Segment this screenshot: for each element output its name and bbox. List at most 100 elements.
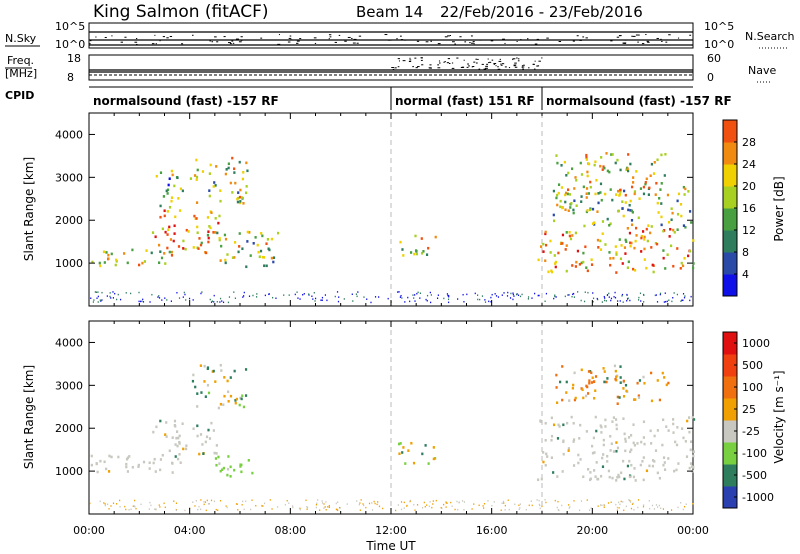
data-point-noise bbox=[374, 502, 376, 505]
data-point bbox=[561, 233, 565, 237]
data-point bbox=[635, 234, 638, 237]
data-point bbox=[660, 215, 663, 219]
y-tick-label: 4000 bbox=[55, 128, 83, 141]
data-point bbox=[615, 271, 618, 274]
data-point bbox=[432, 457, 435, 461]
data-point-noise bbox=[317, 499, 319, 501]
data-point bbox=[570, 415, 573, 419]
data-point bbox=[539, 245, 543, 248]
data-point-noise bbox=[327, 506, 329, 508]
data-point-noise bbox=[448, 295, 450, 298]
data-point-noise bbox=[683, 296, 686, 299]
data-point-noise bbox=[166, 299, 168, 301]
data-point-noise bbox=[424, 505, 426, 508]
data-point bbox=[573, 371, 576, 375]
data-point-noise bbox=[601, 301, 603, 303]
data-point bbox=[177, 197, 180, 200]
data-point bbox=[641, 459, 644, 463]
data-point bbox=[627, 153, 630, 156]
data-point-noise bbox=[397, 291, 399, 293]
data-point-noise bbox=[315, 503, 318, 506]
data-point bbox=[689, 462, 693, 465]
data-point bbox=[630, 241, 633, 245]
data-point bbox=[656, 471, 659, 475]
colorbar-swatch bbox=[723, 442, 737, 465]
data-point bbox=[601, 456, 604, 460]
data-point-noise bbox=[399, 296, 402, 298]
data-point bbox=[401, 451, 404, 454]
data-point bbox=[565, 191, 568, 195]
data-point-noise bbox=[503, 292, 505, 294]
data-point bbox=[222, 466, 225, 470]
data-point-noise bbox=[466, 293, 468, 296]
nave-trace-tick bbox=[514, 66, 518, 68]
data-point bbox=[233, 241, 237, 244]
data-point bbox=[620, 471, 623, 475]
data-point bbox=[410, 441, 413, 445]
data-point bbox=[676, 199, 679, 203]
data-point-noise bbox=[474, 292, 476, 295]
data-point bbox=[647, 193, 650, 196]
data-point-noise bbox=[164, 297, 166, 299]
data-point bbox=[593, 469, 596, 472]
data-point bbox=[159, 250, 162, 254]
data-point bbox=[650, 225, 653, 228]
data-point bbox=[579, 458, 582, 461]
data-point bbox=[434, 235, 437, 239]
data-point-noise bbox=[482, 507, 485, 509]
data-point-noise bbox=[154, 508, 156, 510]
data-point bbox=[642, 185, 646, 189]
data-point-noise bbox=[219, 500, 222, 502]
data-point bbox=[663, 468, 667, 471]
data-point bbox=[159, 215, 162, 219]
data-point bbox=[585, 196, 588, 199]
data-point bbox=[626, 226, 629, 230]
data-point-noise bbox=[296, 291, 298, 293]
data-point-noise bbox=[142, 301, 145, 303]
data-point bbox=[638, 197, 641, 200]
nave-trace-tick bbox=[498, 60, 502, 62]
data-point-noise bbox=[573, 296, 576, 298]
data-point bbox=[606, 454, 609, 458]
data-point-noise bbox=[425, 298, 427, 301]
data-point-noise bbox=[406, 505, 408, 507]
data-point bbox=[679, 267, 682, 270]
data-point-noise bbox=[432, 500, 434, 502]
velocity-colorbar: Velocity [m s⁻¹] 100050010025-25-100-500… bbox=[722, 331, 786, 509]
data-point-noise bbox=[222, 301, 225, 304]
data-point bbox=[215, 444, 218, 447]
data-point bbox=[645, 227, 648, 231]
data-point bbox=[178, 209, 182, 212]
data-point-noise bbox=[572, 293, 574, 296]
colorbar-swatch bbox=[723, 208, 737, 231]
data-point-noise bbox=[210, 301, 213, 303]
data-point-noise bbox=[663, 301, 665, 303]
data-point bbox=[665, 383, 668, 387]
data-point-noise bbox=[484, 301, 487, 303]
data-point bbox=[628, 231, 632, 235]
data-point bbox=[237, 191, 240, 194]
data-point bbox=[623, 246, 627, 249]
nave-trace-tick bbox=[493, 62, 497, 64]
nsky-trace-tick bbox=[353, 38, 357, 40]
data-point bbox=[669, 227, 672, 231]
data-point-noise bbox=[358, 503, 360, 506]
data-point-noise bbox=[483, 502, 486, 505]
data-point bbox=[626, 266, 630, 270]
data-point-noise bbox=[184, 509, 186, 512]
data-point bbox=[618, 194, 621, 197]
data-point-noise bbox=[116, 503, 118, 505]
data-point bbox=[549, 251, 552, 254]
nave-trace-tick bbox=[517, 58, 520, 60]
data-point-noise bbox=[225, 505, 227, 507]
data-point-noise bbox=[299, 298, 301, 300]
data-point bbox=[206, 233, 210, 237]
data-point bbox=[651, 263, 654, 267]
data-point-noise bbox=[654, 294, 656, 297]
data-point bbox=[611, 153, 614, 156]
data-point-noise bbox=[607, 502, 610, 504]
data-point bbox=[552, 213, 555, 217]
data-point bbox=[552, 189, 556, 193]
data-point-noise bbox=[132, 505, 134, 507]
